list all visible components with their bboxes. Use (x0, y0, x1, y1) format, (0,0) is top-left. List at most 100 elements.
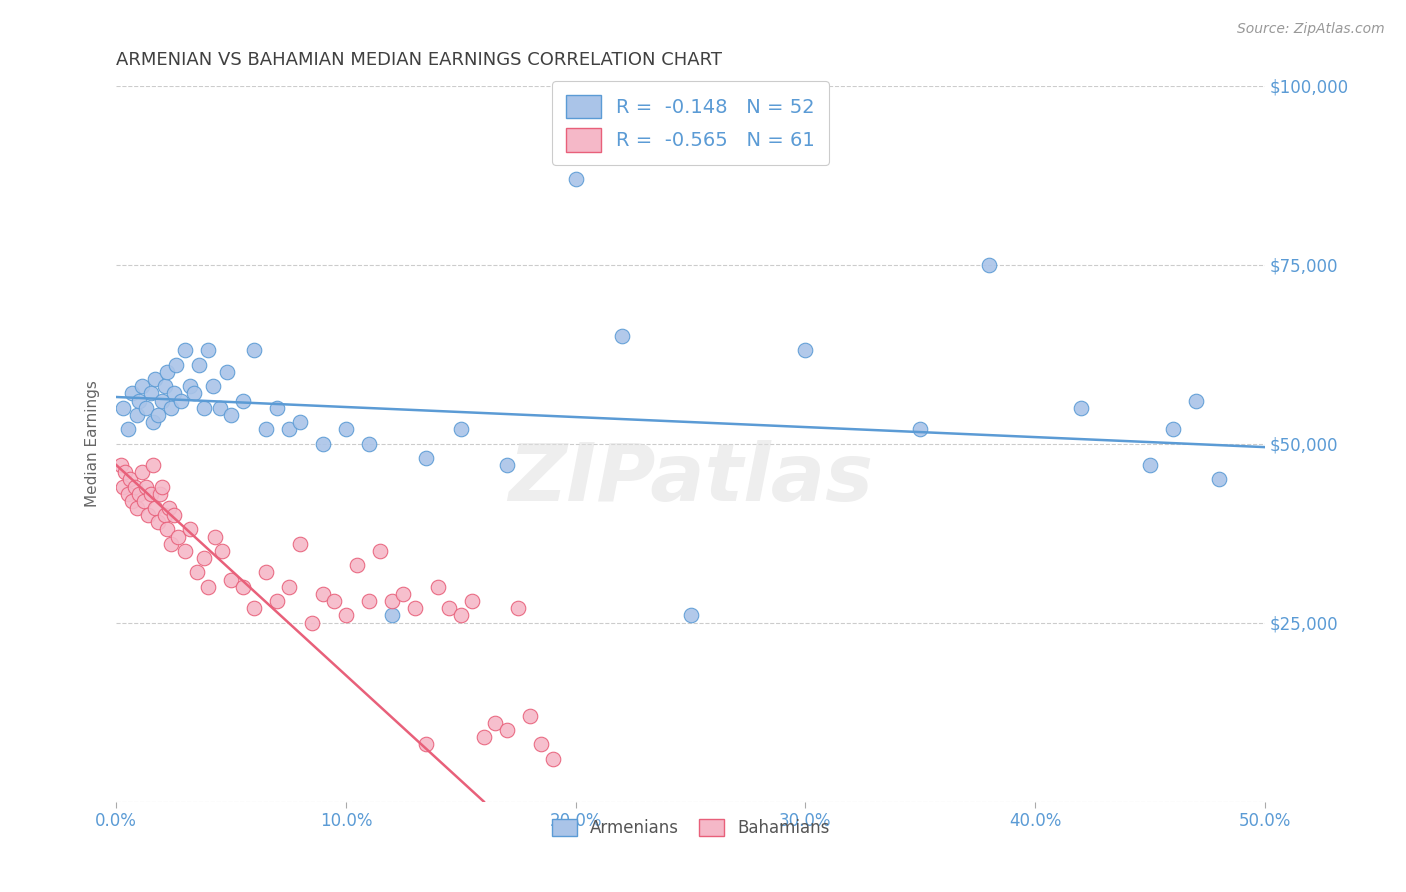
Point (1185, 393, 1208, 408)
Point (153, 508, 176, 523)
Point (508, 601, 530, 615)
Point (519, 708, 541, 723)
Point (186, 566, 208, 580)
Point (610, 329, 633, 343)
Point (183, 386, 205, 401)
Point (110, 458, 132, 472)
Point (979, 258, 1001, 272)
Y-axis label: Median Earnings: Median Earnings (86, 380, 100, 507)
Point (112, 479, 135, 493)
Point (370, 544, 392, 558)
Point (201, 379, 224, 393)
Point (312, 587, 335, 601)
Text: ZIPatlas: ZIPatlas (508, 441, 873, 518)
Point (150, 393, 173, 408)
Point (323, 594, 346, 608)
Point (118, 472, 141, 486)
Point (125, 500, 148, 515)
Point (135, 479, 157, 493)
Point (335, 608, 357, 623)
Point (564, 171, 586, 186)
Point (174, 343, 197, 358)
Point (404, 601, 426, 615)
Point (495, 723, 517, 737)
Point (679, 608, 702, 623)
Point (174, 544, 197, 558)
Point (146, 516, 169, 530)
Point (128, 393, 150, 408)
Point (165, 358, 187, 372)
Point (169, 393, 191, 408)
Point (167, 530, 190, 544)
Point (125, 408, 148, 422)
Point (193, 551, 215, 566)
Point (484, 715, 506, 730)
Point (208, 401, 231, 415)
Point (243, 601, 266, 615)
Point (381, 608, 404, 623)
Point (415, 450, 437, 465)
Point (215, 365, 238, 379)
Point (143, 500, 166, 515)
Point (426, 580, 449, 594)
Point (346, 558, 368, 573)
Point (179, 523, 201, 537)
Point (193, 401, 215, 415)
Point (114, 465, 136, 479)
Point (495, 458, 517, 472)
Point (254, 422, 277, 436)
Point (254, 566, 277, 580)
Point (117, 486, 139, 500)
Point (146, 408, 169, 422)
Point (131, 465, 153, 479)
Point (139, 386, 162, 401)
Point (415, 737, 437, 751)
Point (312, 436, 335, 450)
Point (461, 594, 484, 608)
Point (128, 486, 150, 500)
Point (160, 537, 183, 551)
Point (1139, 458, 1161, 472)
Point (1208, 472, 1230, 486)
Point (156, 523, 179, 537)
Point (232, 393, 254, 408)
Point (153, 379, 176, 393)
Point (149, 486, 172, 500)
Point (121, 386, 143, 401)
Point (910, 422, 932, 436)
Point (204, 530, 226, 544)
Point (138, 508, 160, 523)
Text: Source: ZipAtlas.com: Source: ZipAtlas.com (1237, 22, 1385, 37)
Point (288, 537, 311, 551)
Point (1161, 422, 1184, 436)
Point (530, 737, 553, 751)
Point (157, 500, 180, 515)
Point (211, 544, 233, 558)
Point (357, 436, 380, 450)
Point (381, 594, 404, 608)
Point (266, 401, 288, 415)
Point (188, 358, 211, 372)
Point (142, 415, 165, 429)
Point (150, 479, 173, 493)
Point (439, 601, 461, 615)
Point (288, 415, 311, 429)
Point (121, 493, 143, 508)
Legend: Armenians, Bahamians: Armenians, Bahamians (546, 812, 837, 843)
Point (277, 580, 299, 594)
Point (156, 365, 179, 379)
Point (197, 580, 219, 594)
Point (450, 422, 472, 436)
Point (243, 343, 266, 358)
Point (219, 573, 242, 587)
Point (219, 408, 242, 422)
Point (131, 379, 153, 393)
Point (142, 458, 165, 472)
Point (117, 422, 139, 436)
Point (392, 587, 415, 601)
Point (197, 343, 219, 358)
Point (277, 422, 299, 436)
Point (335, 422, 357, 436)
Point (450, 608, 472, 623)
Point (1070, 401, 1092, 415)
